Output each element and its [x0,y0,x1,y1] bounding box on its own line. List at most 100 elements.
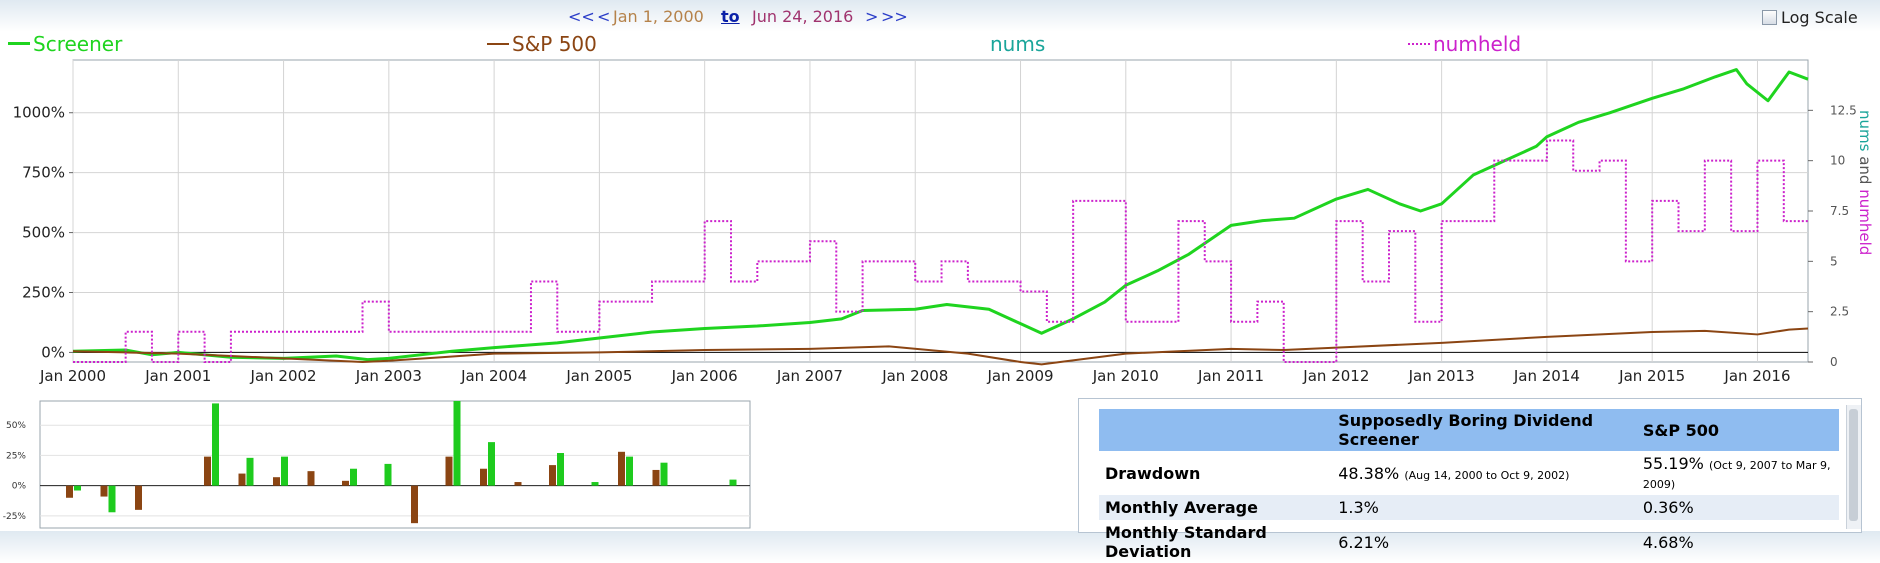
y-tick-label: 1000% [13,104,65,122]
bar-screener [281,457,288,486]
row-label: Monthly Average [1099,495,1332,521]
plot-area [73,60,1808,362]
legend-swatch [487,43,509,45]
monthly-returns-chart[interactable]: 50% 25% 0% -25% [0,398,752,531]
bar-screener [626,457,633,486]
y2-tick-label: 12.5 [1830,103,1857,117]
x-tick-label: Jan 2004 [460,367,527,385]
bar-y-tick-label: 25% [6,451,26,461]
bar-screener [350,469,357,486]
sp500-value: 4.68% [1643,533,1694,552]
screener-value: 1.3% [1338,498,1379,517]
x-tick-label: Jan 2008 [881,367,948,385]
bar-screener [592,482,599,486]
sp500-cell: 55.19% (Oct 9, 2007 to Mar 9, 2009) [1637,452,1839,495]
bar-screener [454,401,461,486]
log-scale-checkbox[interactable] [1762,10,1777,25]
sp500-cell: 0.36% [1637,495,1839,521]
log-scale-toggle[interactable]: Log Scale [1762,8,1858,27]
y2-tick-label: 0 [1830,355,1838,369]
to-link[interactable]: to [721,7,740,26]
bar-sp500 [515,482,522,486]
legend-swatch [8,42,30,45]
screener-cell: 48.38% (Aug 14, 2000 to Oct 9, 2002) [1332,452,1637,495]
main-chart[interactable]: Jan 2000 Jan 2001 Jan 2002 Jan 2003 Jan 2004… [0,50,1880,390]
x-tick-label: Jan 2010 [1092,367,1159,385]
y-tick-label: 0% [41,343,65,361]
next-far-button[interactable]: >> [881,7,908,26]
bar-screener [247,458,254,486]
bar-sp500 [308,471,315,486]
stats-header-screener: Supposedly Boring Dividend Screener [1332,409,1637,452]
next-button[interactable]: > [865,7,878,26]
stats-table: Supposedly Boring Dividend Screener S&P … [1099,409,1839,563]
bar-sp500 [135,486,142,510]
y2-axis-label-word: numheld [1856,184,1874,255]
bar-screener [74,486,81,491]
x-tick-label: Jan 2015 [1618,367,1685,385]
y-tick-label: 250% [22,283,65,301]
bar-screener [109,486,116,513]
y2-tick-label: 10 [1830,154,1845,168]
table-row: Monthly Standard Deviation 6.21% 4.68% [1099,521,1839,563]
bar-sp500 [480,469,487,486]
stats-panel: Supposedly Boring Dividend Screener S&P … [1078,398,1862,533]
x-tick-label: Jan 2003 [355,367,422,385]
y2-axis-label-word: nums [1856,110,1874,152]
row-label: Drawdown [1099,452,1332,495]
bar-sp500 [239,474,246,486]
stats-scrollbar[interactable] [1846,405,1861,529]
y2-tick-label: 7.5 [1830,204,1849,218]
y2-axis-label-word: and [1856,151,1874,184]
bar-sp500 [342,481,349,486]
screener-value: 48.38% [1338,464,1399,483]
bar-sp500 [66,486,73,498]
prev-far-button[interactable]: << [568,7,595,26]
prev-button[interactable]: < [597,7,610,26]
bar-y-tick-label: 0% [12,482,27,492]
x-tick-label: Jan 2006 [671,367,738,385]
x-tick-label: Jan 2016 [1723,367,1790,385]
sp500-cell: 4.68% [1637,521,1839,563]
scrollbar-thumb[interactable] [1849,409,1858,521]
x-tick-label: Jan 2005 [565,367,632,385]
legend-swatch [1408,43,1430,45]
sp500-value: 0.36% [1643,498,1694,517]
x-tick-label: Jan 2001 [144,367,211,385]
bar-screener [730,480,737,486]
bar-screener [212,403,219,485]
date-range-nav: << < Jan 1, 2000 to Jun 24, 2016 > >> Lo… [0,4,1880,26]
x-tick-label: Jan 2000 [39,367,106,385]
x-tick-label: Jan 2007 [776,367,843,385]
stats-header-row: Supposedly Boring Dividend Screener S&P … [1099,409,1839,452]
bar-y-tick-label: -25% [3,512,27,522]
x-tick-label: Jan 2002 [250,367,317,385]
screener-cell: 6.21% [1332,521,1637,563]
y-tick-label: 750% [22,164,65,182]
start-date[interactable]: Jan 1, 2000 [613,7,704,26]
bar-sp500 [411,486,418,523]
screener-cell: 1.3% [1332,495,1637,521]
bar-sp500 [653,470,660,486]
end-date[interactable]: Jun 24, 2016 [752,7,853,26]
x-tick-label: Jan 2009 [986,367,1053,385]
stats-header-empty [1099,409,1332,452]
x-tick-label: Jan 2012 [1302,367,1369,385]
row-label: Monthly Standard Deviation [1099,521,1332,563]
bar-sp500 [204,457,211,486]
table-row: Drawdown 48.38% (Aug 14, 2000 to Oct 9, … [1099,452,1839,495]
bar-plot-area [40,401,750,528]
screener-value: 6.21% [1338,533,1389,552]
bar-screener [557,453,564,486]
y2-axis-label: nums and numheld [1856,110,1874,255]
y2-tick-label: 5 [1830,254,1838,268]
bar-sp500 [446,457,453,486]
x-tick-label: Jan 2011 [1197,367,1264,385]
bar-y-tick-label: 50% [6,421,26,431]
bar-sp500 [618,452,625,486]
bar-sp500 [549,465,556,486]
x-tick-label: Jan 2014 [1513,367,1580,385]
screener-note: (Aug 14, 2000 to Oct 9, 2002) [1404,469,1569,482]
y2-tick-label: 2.5 [1830,305,1849,319]
bar-screener [661,463,668,486]
